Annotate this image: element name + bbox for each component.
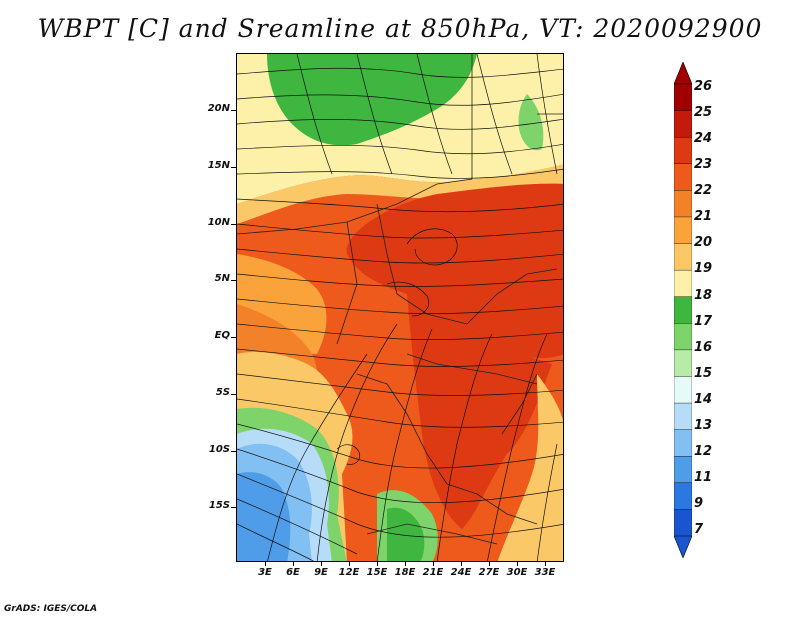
lon-label-18e: 18E <box>394 567 416 578</box>
colorbar-label: 22 <box>694 183 713 198</box>
colorbar-segment <box>674 376 692 404</box>
lat-tick <box>231 507 236 508</box>
lat-label-10s: 10S <box>208 444 230 455</box>
lat-tick <box>231 167 236 168</box>
field-red-south <box>407 294 552 529</box>
field-green-east <box>518 94 544 151</box>
colorbar-label: 26 <box>694 79 713 94</box>
lon-label-9e: 9E <box>314 567 328 578</box>
lon-tick <box>545 562 546 566</box>
lon-tick <box>489 562 490 566</box>
colorbar-label: 16 <box>694 340 713 355</box>
lat-label-5n: 5N <box>214 273 230 284</box>
colorbar-segment <box>674 136 692 165</box>
lon-tick <box>405 562 406 566</box>
country-borders <box>237 54 563 545</box>
colorbar-segment <box>674 163 692 191</box>
colorbar-segments <box>674 62 692 558</box>
lat-tick <box>231 110 236 111</box>
colorbar-segment <box>674 402 692 431</box>
lon-tick <box>461 562 462 566</box>
colorbar-label: 20 <box>694 235 713 250</box>
field-green-south-core <box>387 507 425 561</box>
lon-tick <box>433 562 434 566</box>
colorbar-segment <box>674 482 692 510</box>
colorbar-label: 13 <box>694 418 713 433</box>
colorbar-segment <box>674 429 692 457</box>
lon-tick <box>293 562 294 566</box>
colorbar-label: 18 <box>694 288 713 303</box>
colorbar-label: 17 <box>694 314 713 329</box>
colorbar-segment <box>674 296 692 324</box>
lon-label-6e: 6E <box>286 567 300 578</box>
colorbar-label: 23 <box>694 157 713 172</box>
lon-tick <box>265 562 266 566</box>
lon-label-3e: 3E <box>258 567 272 578</box>
colorbar-label: 12 <box>694 444 713 459</box>
lat-label-10n: 10N <box>207 217 230 228</box>
lon-tick <box>517 562 518 566</box>
colorbar-label: 24 <box>694 131 713 146</box>
field-tan-south-east <box>497 374 563 561</box>
streamlines <box>237 54 563 561</box>
lat-label-20n: 20N <box>207 103 230 114</box>
colorbar-label: 11 <box>694 470 713 485</box>
field-deep-blue-sw <box>237 472 291 561</box>
field-green-north <box>267 54 477 146</box>
map-title: WBPT [C] and Sreamline at 850hPa, VT: 20… <box>37 14 763 43</box>
colorbar-segment <box>674 190 692 218</box>
field-tan-band <box>237 164 563 224</box>
colorbar-segment <box>674 216 692 245</box>
lat-label-15n: 15N <box>207 160 230 171</box>
lat-label-15s: 15S <box>208 500 230 511</box>
lon-tick <box>349 562 350 566</box>
lat-tick <box>231 451 236 452</box>
credit-text: GrADS: IGES/COLA <box>4 604 98 614</box>
colorbar-label: 9 <box>694 496 704 511</box>
colorbar-segment <box>674 243 692 271</box>
colorbar-segment <box>674 323 692 351</box>
lat-tick <box>231 280 236 281</box>
lon-label-24e: 24E <box>450 567 472 578</box>
lon-tick <box>321 562 322 566</box>
colorbar-label: 21 <box>694 209 713 224</box>
lon-tick <box>377 562 378 566</box>
lat-label-eq: EQ <box>214 330 230 341</box>
lon-label-30e: 30E <box>506 567 528 578</box>
colorbar-segment <box>674 269 692 298</box>
colorbar-bottom-arrow <box>674 535 692 558</box>
lat-tick <box>231 224 236 225</box>
colorbar-segment <box>674 509 692 537</box>
lon-label-21e: 21E <box>422 567 444 578</box>
colorbar-segment <box>674 456 692 484</box>
map-canvas <box>237 54 563 561</box>
lon-label-12e: 12E <box>338 567 360 578</box>
colorbar-segment <box>674 83 692 112</box>
lon-label-33e: 33E <box>534 567 556 578</box>
lat-tick <box>231 394 236 395</box>
colorbar-label: 7 <box>694 522 704 537</box>
field-red-core <box>346 183 563 359</box>
lat-tick <box>231 337 236 338</box>
lon-label-27e: 27E <box>478 567 500 578</box>
colorbar <box>674 62 692 558</box>
lat-label-5s: 5S <box>215 387 230 398</box>
colorbar-label: 15 <box>694 366 713 381</box>
colorbar-label: 14 <box>694 392 713 407</box>
colorbar-top-arrow <box>674 62 692 85</box>
map-panel <box>236 53 564 562</box>
lon-label-15e: 15E <box>366 567 388 578</box>
colorbar-label: 19 <box>694 261 713 276</box>
colorbar-label: 25 <box>694 105 713 120</box>
colorbar-segment <box>674 349 692 377</box>
colorbar-segment <box>674 110 692 138</box>
